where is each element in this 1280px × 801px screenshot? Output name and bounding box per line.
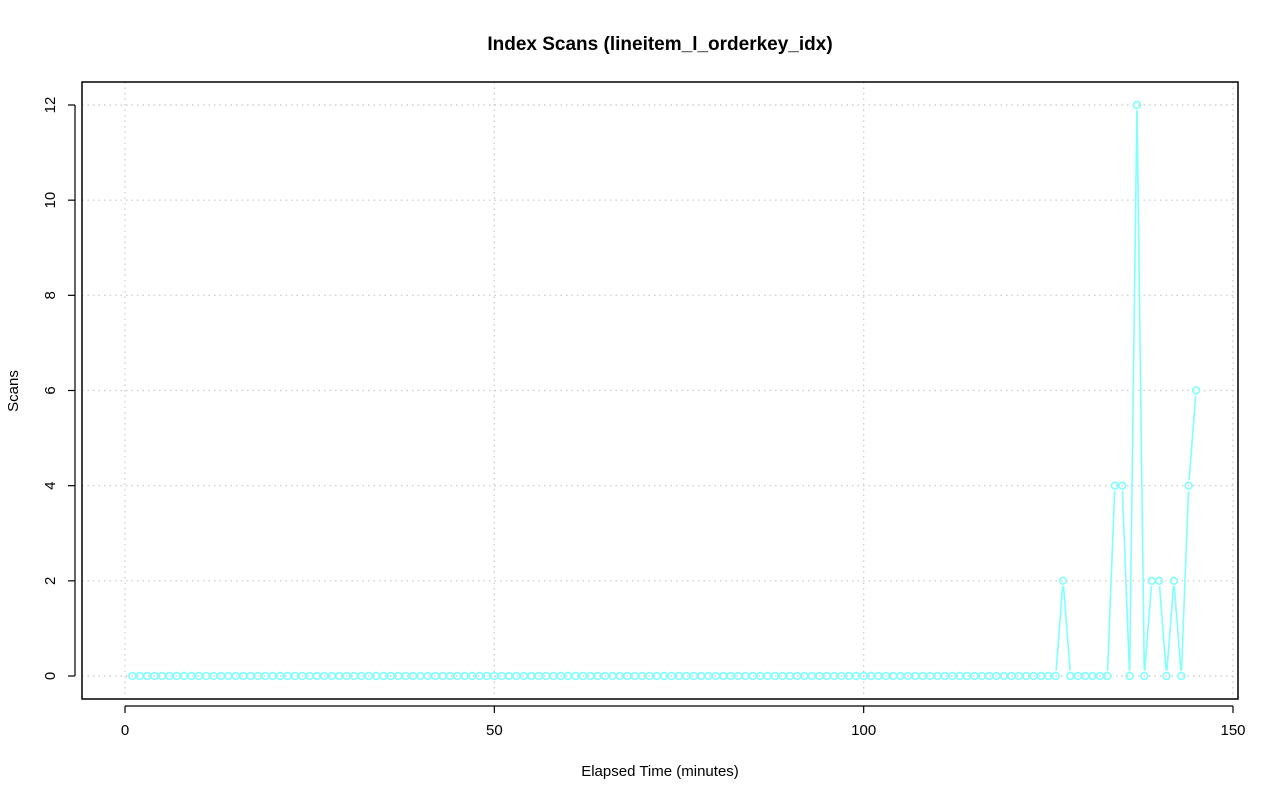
chart-title: Index Scans (lineitem_l_orderkey_idx) [487, 34, 832, 55]
data-point [187, 671, 196, 681]
data-point [327, 671, 337, 681]
data-point [800, 671, 809, 681]
y-axis-label: Scans [5, 370, 22, 412]
data-point [1058, 576, 1068, 586]
data-point [563, 671, 573, 681]
series-line-segment [1173, 586, 1182, 671]
series-line-segment [1055, 586, 1064, 671]
data-point [682, 671, 691, 681]
series-line-segment [1143, 586, 1153, 671]
data-point [586, 671, 595, 681]
x-tick-label: 100 [851, 722, 876, 739]
data-point [1140, 671, 1149, 681]
data-point [1103, 671, 1112, 681]
data-point [1154, 576, 1164, 586]
data-point [1051, 671, 1060, 681]
data-point [778, 671, 787, 681]
data-point [541, 671, 551, 681]
data-point [1162, 671, 1171, 681]
data-point [726, 671, 735, 681]
series-line-segment [1158, 586, 1167, 671]
data-point [238, 671, 248, 681]
data-point [423, 671, 433, 681]
series-line-segment [1180, 491, 1190, 671]
data-point [1132, 100, 1142, 110]
series-line-segment [1166, 586, 1175, 671]
data-point [165, 671, 174, 681]
data-point [822, 671, 831, 681]
data-point [1007, 671, 1016, 681]
series-line-segment [1062, 586, 1071, 671]
data-point [1014, 671, 1023, 681]
data-point [1191, 386, 1201, 395]
data-point [209, 671, 218, 681]
y-tick-label: 8 [42, 291, 59, 299]
data-point [733, 671, 743, 681]
data-point [748, 671, 758, 681]
data-point [231, 671, 241, 681]
data-point [497, 671, 506, 681]
y-tick-label: 2 [42, 577, 59, 585]
x-tick-label: 150 [1220, 722, 1245, 739]
series-line-segment [1106, 491, 1116, 671]
series-line-segment [1188, 395, 1197, 481]
data-point [985, 671, 994, 681]
series-line-segment [1128, 110, 1138, 671]
data-point [1117, 481, 1127, 490]
data-point [253, 671, 263, 681]
data-point [216, 671, 226, 681]
data-point [660, 671, 669, 681]
data-point [512, 671, 521, 681]
data-point [940, 671, 950, 681]
y-tick-label: 6 [42, 386, 59, 394]
x-axis-label: Elapsed Time (minutes) [581, 763, 739, 780]
data-point [467, 671, 477, 681]
data-point [1184, 481, 1193, 490]
data-point [756, 671, 765, 681]
x-tick-label: 50 [486, 722, 503, 739]
x-tick-label: 0 [121, 722, 129, 739]
y-tick-label: 4 [42, 481, 59, 489]
series-line-segment [1121, 491, 1131, 671]
data-point [962, 671, 972, 681]
data-point [445, 671, 455, 681]
data-point [918, 671, 927, 681]
data-point [475, 671, 484, 681]
y-tick-label: 12 [42, 97, 59, 114]
data-point [704, 671, 713, 681]
data-point [283, 671, 292, 681]
data-point [142, 671, 152, 681]
series-line-segment [1136, 110, 1146, 671]
data-point [992, 671, 1001, 681]
series-layer [128, 100, 1201, 681]
axis-layer: 0 50 100 150 0 2 4 6 8 10 12 [42, 97, 1246, 739]
data-point [305, 671, 314, 681]
y-tick-label: 10 [42, 192, 59, 209]
data-point [1177, 671, 1186, 681]
data-point [1036, 671, 1046, 681]
data-point [261, 671, 270, 681]
plot-frame [81, 81, 1239, 700]
data-point [1125, 671, 1134, 681]
data-point [1169, 576, 1179, 586]
data-point [519, 671, 529, 681]
data-point [1081, 671, 1090, 681]
y-tick-label: 0 [42, 672, 59, 680]
data-point [401, 671, 410, 681]
